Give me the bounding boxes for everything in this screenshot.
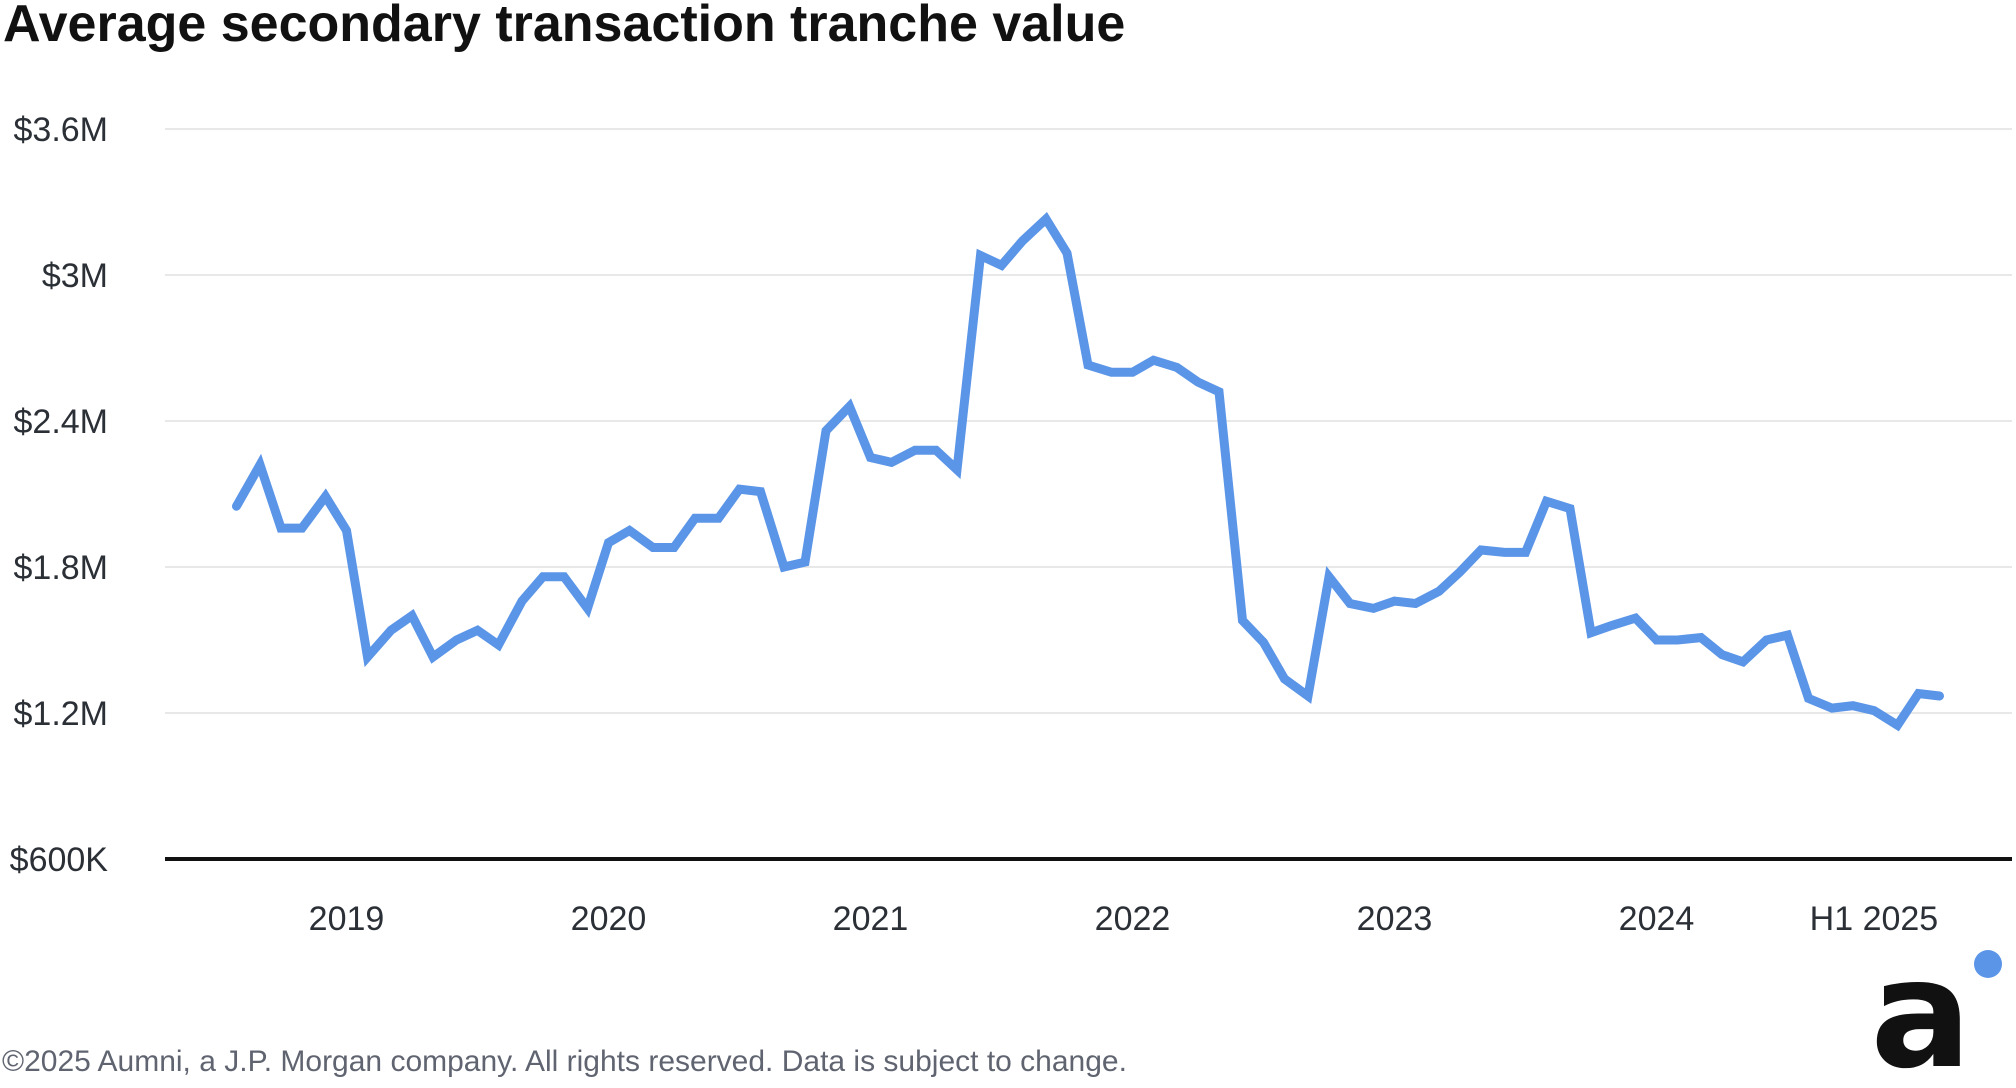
y-axis-ticks: $600K $1.2M $1.8M $2.4M $3M $3.6M — [10, 111, 109, 879]
y-tick-label: $2.4M — [14, 403, 109, 441]
y-tick-label: $3.6M — [14, 111, 109, 149]
x-tick-label: 2019 — [309, 900, 385, 938]
y-tick-label: $3M — [42, 257, 108, 295]
x-tick-label: 2024 — [1619, 900, 1695, 938]
x-tick-label: 2023 — [1357, 900, 1433, 938]
logo-dot — [1974, 950, 2002, 978]
series-layer — [232, 211, 1944, 732]
x-tick-label: 2022 — [1095, 900, 1171, 938]
logo-letter: a — [1870, 928, 1971, 1088]
x-tick-label: H1 2025 — [1810, 900, 1939, 938]
aumni-logo: a — [1870, 928, 2002, 1088]
y-tick-label: $1.2M — [14, 695, 109, 733]
x-tick-label: 2021 — [833, 900, 909, 938]
y-tick-label: $600K — [10, 841, 109, 879]
x-tick-label: 2020 — [571, 900, 647, 938]
y-tick-label: $1.8M — [14, 549, 109, 587]
x-axis-ticks: 2019 2020 2021 2022 2023 2024 H1 2025 — [309, 900, 1939, 938]
series-line — [232, 211, 1944, 732]
grid-layer — [165, 128, 2012, 714]
chart-title: Average secondary transaction tranche va… — [3, 0, 1126, 53]
copyright-footer: ©2025 Aumni, a J.P. Morgan company. All … — [2, 1045, 1127, 1078]
